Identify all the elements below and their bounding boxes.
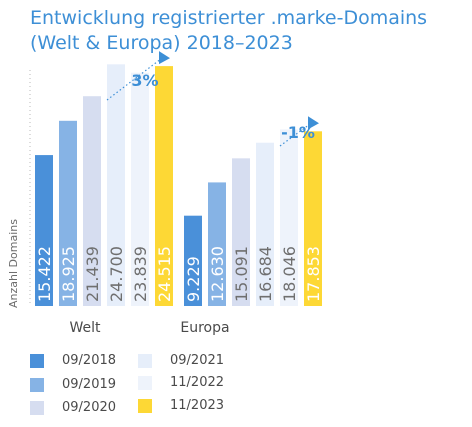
trend-annotation: 3% xyxy=(131,71,158,90)
bar-value-label: 12.630 xyxy=(208,246,227,302)
bar-value-label: 24.515 xyxy=(155,246,174,302)
bar-value-label: 15.091 xyxy=(232,246,251,302)
legend-swatch xyxy=(30,401,44,415)
bar-value-label: 17.853 xyxy=(304,246,323,302)
legend-label: 09/2018 xyxy=(62,353,117,368)
legend-label: 09/2019 xyxy=(62,377,117,392)
bar-value-label: 9.229 xyxy=(184,256,203,302)
bar-09/2020-Europa xyxy=(232,158,250,306)
bar-11/2022-Welt xyxy=(131,72,149,307)
bar-09/2018-Europa xyxy=(184,215,202,306)
bar-11/2022-Europa xyxy=(280,129,298,306)
bar-value-label: 16.684 xyxy=(256,246,275,302)
legend-swatch xyxy=(30,378,44,392)
bar-09/2019-Welt xyxy=(59,120,77,306)
legend-swatch xyxy=(30,354,44,368)
bar-value-label: 21.439 xyxy=(83,246,102,302)
bar-09/2020-Welt xyxy=(83,96,101,306)
trend-arrow-line xyxy=(279,122,312,147)
legend-label: 11/2022 xyxy=(170,375,225,390)
bar-09/2019-Europa xyxy=(208,182,226,306)
legend-swatch xyxy=(138,399,152,413)
bar-value-label: 18.925 xyxy=(59,246,78,302)
bar-value-label: 24.700 xyxy=(107,246,126,302)
chart-subtitle: (Welt & Europa) 2018–2023 xyxy=(30,32,293,54)
category-label: Europa xyxy=(180,320,229,336)
legend-label: 11/2023 xyxy=(170,398,225,413)
legend-label: 09/2020 xyxy=(62,400,117,415)
y-axis-label: Anzahl Domains xyxy=(7,219,20,308)
category-label: Welt xyxy=(69,320,101,336)
legend-swatch xyxy=(138,376,152,390)
bar-09/2021-Welt xyxy=(107,64,125,307)
trend-annotation: -1% xyxy=(281,123,315,142)
legend-label: 09/2021 xyxy=(170,353,225,368)
bar-value-label: 18.046 xyxy=(280,246,299,302)
bar-11/2023-Europa xyxy=(304,131,322,306)
bar-value-label: 23.839 xyxy=(131,246,150,302)
trend-arrow-head xyxy=(159,51,170,65)
chart-title: Entwicklung registrierter .marke-Domains xyxy=(30,7,428,29)
bar-09/2018-Welt xyxy=(35,155,53,306)
bar-value-label: 15.422 xyxy=(35,246,54,302)
bar-11/2023-Welt xyxy=(155,66,173,306)
bar-chart: Anzahl Domains 15.422 18.925 21.439 24.700 23… xyxy=(7,51,323,336)
trend-arrow-head xyxy=(308,116,319,130)
bar-09/2021-Europa xyxy=(256,142,274,306)
legend-swatch xyxy=(138,354,152,368)
